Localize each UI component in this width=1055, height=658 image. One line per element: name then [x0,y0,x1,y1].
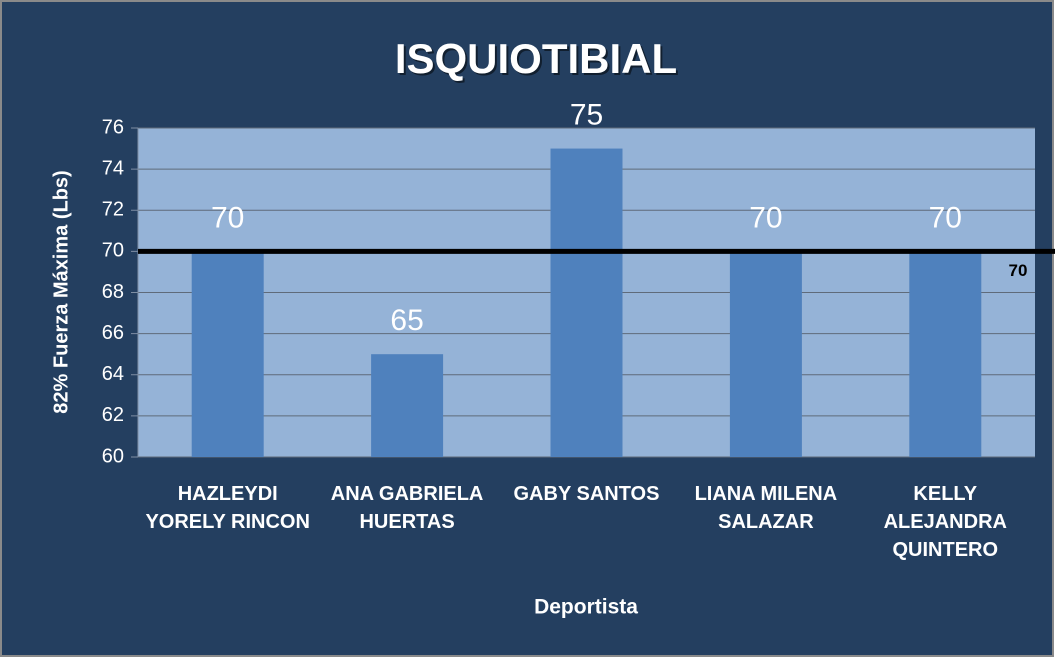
x-tick-label: GABY SANTOS [513,483,660,505]
y-tick-label: 76 [102,116,124,138]
x-axis-label: Deportista [534,596,638,619]
bar [550,148,623,457]
y-tick-label: 72 [102,199,124,221]
data-label: 70 [929,201,962,234]
x-tick-label: HAZLEYDI YORELY RINCON [145,483,310,533]
data-label: 65 [390,304,423,337]
y-tick-label: 60 [102,445,124,467]
y-axis-label: 82% Fuerza Máxima (Lbs) [50,170,72,413]
bar [729,251,802,457]
data-label: 70 [211,201,244,234]
y-tick-label: 74 [102,157,124,179]
bar [909,251,982,457]
y-tick-label: 70 [102,240,124,262]
y-tick-label: 66 [102,322,124,344]
y-tick-label: 68 [102,281,124,303]
x-tick-label: LIANA MILENA SALAZAR [694,483,838,533]
data-label: 75 [570,98,603,131]
x-tick-label: ANA GABRIELA HUERTAS [330,483,484,533]
y-tick-label: 64 [102,363,124,385]
chart-title-shadow: ISQUIOTIBIAL [397,37,679,84]
bar [371,354,444,457]
bar [191,251,264,457]
data-label: 70 [749,201,782,234]
y-tick-label: 62 [102,404,124,426]
chart-title: ISQUIOTIBIAL [395,35,677,82]
x-tick-label: KELLY ALEJANDRA QUINTERO [883,483,1007,561]
reference-line-label: 70 [1009,261,1028,280]
